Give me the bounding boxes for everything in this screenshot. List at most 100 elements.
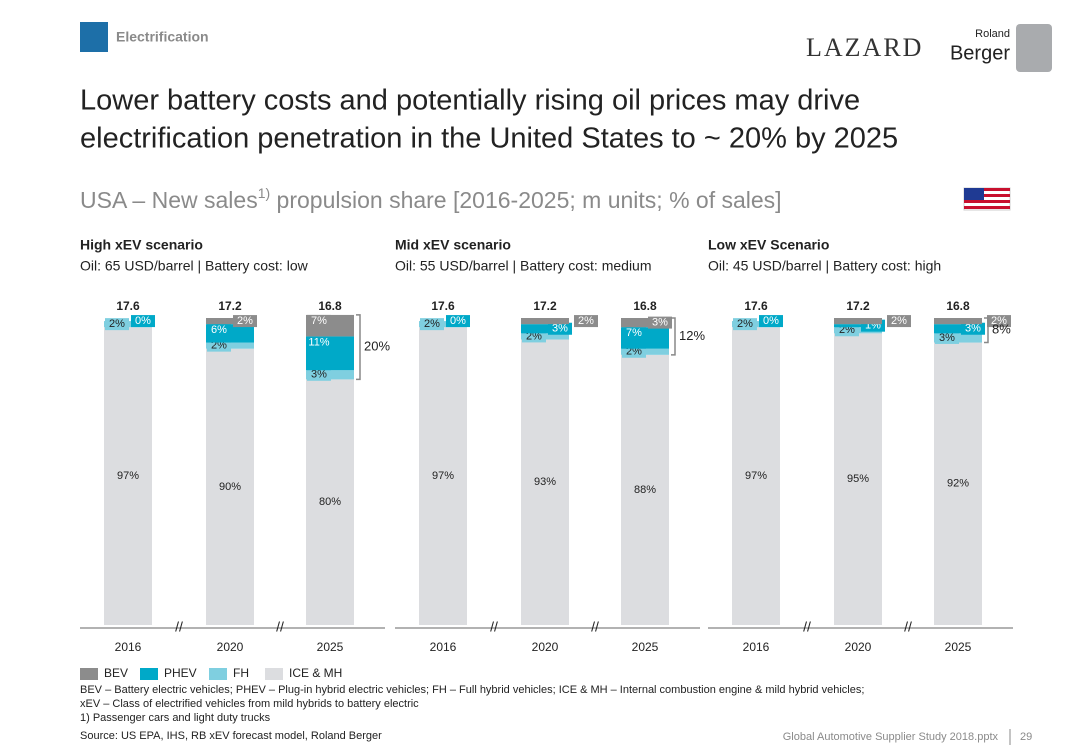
x-tick-label: 2016 [115, 640, 142, 654]
value-label: 97% [117, 470, 139, 482]
legend-swatch [140, 668, 158, 680]
value-label-box [522, 330, 546, 343]
bar-segment [934, 324, 982, 334]
value-label-box [622, 327, 646, 340]
bar-segment [206, 348, 254, 625]
title-line: electrification penetration in the Unite… [80, 123, 898, 155]
value-label: 2% [578, 315, 594, 327]
subtitle: USA – New sales1) propulsion share [2016… [80, 185, 782, 213]
bracket-label: 8% [992, 322, 1011, 337]
value-label-box [307, 336, 331, 349]
value-label: 2% [991, 315, 1007, 327]
bar-segment [306, 379, 354, 625]
value-label-box [648, 316, 672, 329]
axis-break: // [490, 619, 498, 635]
bar-segment [834, 333, 882, 625]
bar-segment [934, 318, 982, 325]
value-label-box [207, 324, 231, 337]
bar-segment [521, 318, 569, 325]
brand-berger: Berger [950, 42, 1010, 64]
total-label: 17.6 [116, 299, 140, 313]
value-label: 2% [891, 315, 907, 327]
value-label: 80% [319, 496, 341, 508]
section-icon [80, 22, 108, 52]
bracket [356, 314, 361, 381]
value-label: 92% [947, 478, 969, 490]
value-label-box [307, 368, 331, 381]
value-label-box [307, 314, 331, 327]
total-label: 17.2 [533, 299, 557, 313]
value-label: 3% [552, 323, 568, 335]
axis-break: // [904, 619, 912, 635]
value-label: 6% [211, 324, 227, 336]
scenario-subtitle: Oil: 55 USD/barrel | Battery cost: mediu… [395, 258, 652, 274]
value-label-box [733, 318, 757, 331]
value-label: 3% [652, 317, 668, 329]
bar-segment [834, 318, 882, 325]
total-label: 17.2 [218, 299, 242, 313]
axis-break: // [591, 619, 599, 635]
x-tick-label: 2025 [317, 640, 344, 654]
bar-segment [521, 339, 569, 625]
value-label: 2% [737, 318, 753, 330]
x-tick-label: 2025 [632, 640, 659, 654]
value-label: 90% [219, 481, 241, 493]
value-label-box [935, 331, 959, 344]
us-flag [963, 187, 1011, 211]
brand-lazard: LAZARD [806, 33, 923, 62]
value-label-box [233, 315, 257, 328]
value-label: 3% [939, 332, 955, 344]
value-label: 2% [237, 315, 253, 327]
value-label-box [207, 339, 231, 352]
axis-break: // [276, 619, 284, 635]
value-label: 95% [847, 473, 869, 485]
brand-roland: Roland [975, 28, 1010, 40]
value-label: 88% [634, 484, 656, 496]
scenario-title: High xEV scenario [80, 237, 203, 253]
brand-logo [1016, 24, 1052, 72]
axis-break: // [175, 619, 183, 635]
value-label: 7% [626, 327, 642, 339]
legend-label: BEV [104, 666, 128, 680]
value-label-box [574, 315, 598, 328]
value-label-box [961, 322, 985, 335]
x-tick-label: 2020 [217, 640, 244, 654]
x-tick-label: 2020 [845, 640, 872, 654]
note: BEV – Battery electric vehicles; PHEV – … [80, 684, 864, 696]
bar-segment [621, 354, 669, 625]
value-label: 11% [308, 336, 329, 348]
bar-segment [732, 327, 780, 625]
value-label-box [548, 322, 572, 335]
value-label: 3% [311, 369, 327, 381]
value-label: 0% [763, 315, 779, 327]
footer-file: Global Automotive Supplier Study 2018.pp… [783, 731, 999, 743]
value-label-box [420, 318, 444, 331]
legend-label: PHEV [164, 666, 197, 680]
legend-swatch [265, 668, 283, 680]
bracket [984, 317, 989, 344]
bar-segment [104, 327, 152, 625]
value-label: 97% [432, 470, 454, 482]
legend-swatch [209, 668, 227, 680]
note: xEV – Class of electrified vehicles from… [80, 698, 419, 710]
bar-segment [419, 327, 467, 625]
x-tick-label: 2025 [945, 640, 972, 654]
value-label: 3% [965, 323, 981, 335]
bracket-label: 20% [364, 339, 390, 354]
total-label: 17.6 [744, 299, 768, 313]
value-label: 2% [424, 318, 440, 330]
value-label-box [622, 345, 646, 358]
bar-segment [521, 324, 569, 334]
value-label-box [987, 315, 1011, 328]
bar-segment [834, 324, 882, 328]
x-tick-label: 2016 [743, 640, 770, 654]
note: 1) Passenger cars and light duty trucks [80, 712, 271, 724]
axis-break: // [803, 619, 811, 635]
legend-swatch [80, 668, 98, 680]
value-label: 0% [450, 315, 466, 327]
total-label: 16.8 [946, 299, 970, 313]
scenario-subtitle: Oil: 45 USD/barrel | Battery cost: high [708, 258, 941, 274]
total-label: 16.8 [318, 299, 342, 313]
value-label: 2% [109, 318, 125, 330]
footer-page: 29 [1020, 731, 1032, 743]
